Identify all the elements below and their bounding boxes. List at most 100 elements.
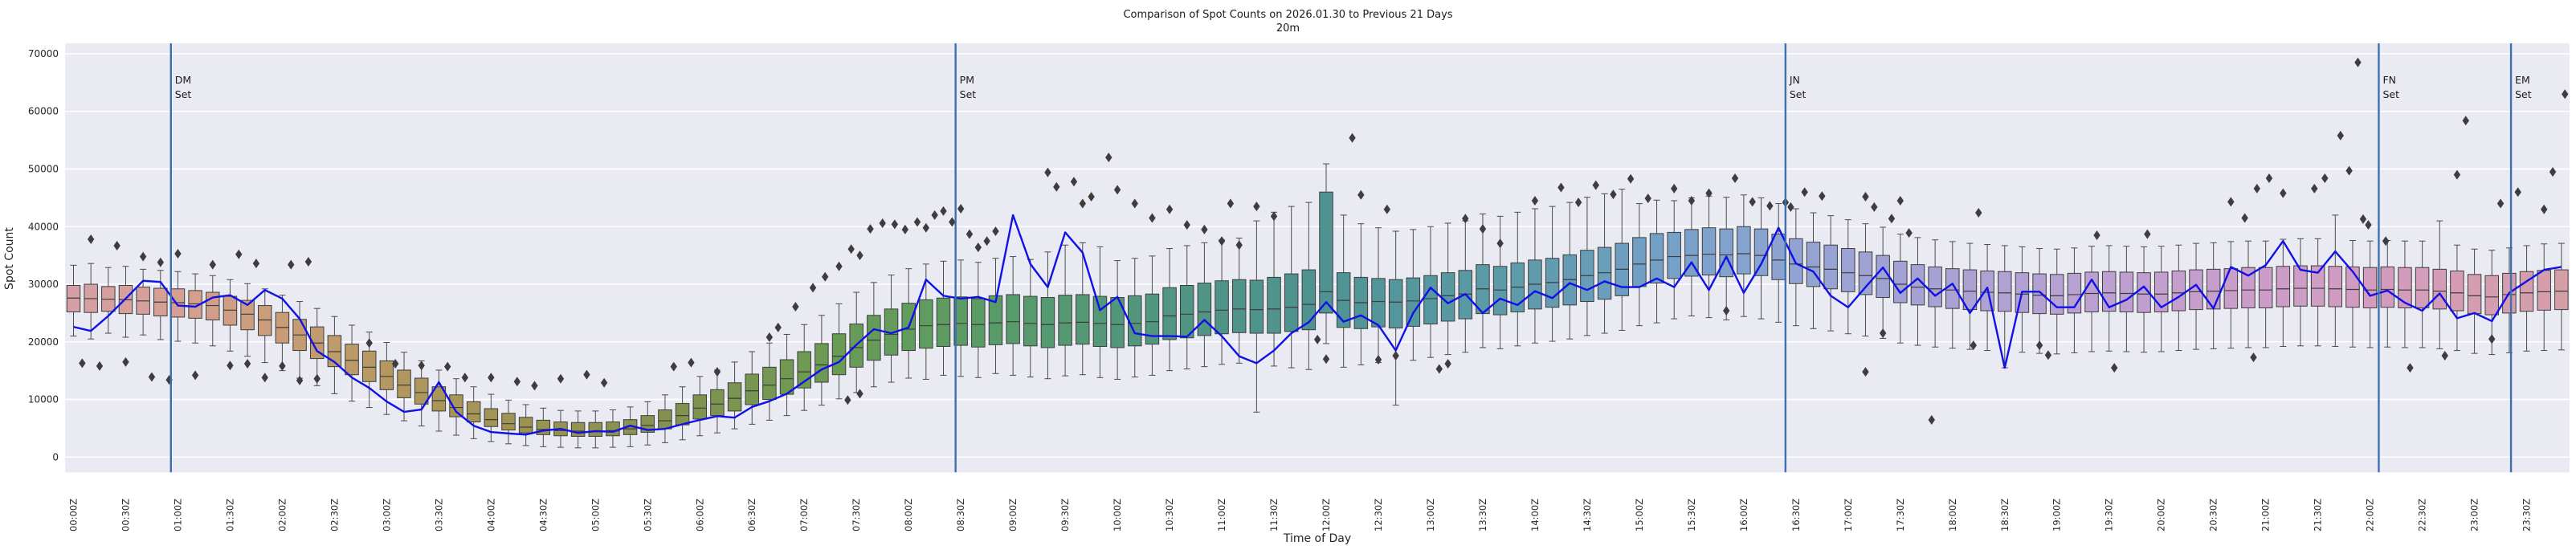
outlier-diamond	[583, 369, 590, 380]
outlier-diamond	[891, 219, 899, 230]
box-whisker	[640, 401, 655, 446]
box-whisker	[292, 301, 307, 379]
outlier-diamond	[2337, 130, 2344, 141]
outlier-diamond	[765, 332, 774, 343]
box-whisker	[884, 275, 899, 383]
outlier-diamond	[879, 218, 886, 228]
event-line-label: EM Set	[2515, 74, 2532, 100]
box-whisker	[309, 308, 325, 386]
x-tick-label: 06:00Z	[694, 499, 705, 532]
outlier-diamond	[1731, 173, 1739, 183]
box-whisker	[518, 404, 533, 446]
chart-title: Comparison of Spot Counts on 2026.01.30 …	[1123, 9, 1453, 21]
box-whisker	[84, 263, 98, 340]
outlier-diamond	[2382, 236, 2390, 246]
outlier-diamond	[1896, 195, 1904, 206]
outlier-diamond	[148, 372, 156, 382]
box-whisker	[2415, 240, 2430, 348]
outlier-diamond	[1723, 306, 1730, 316]
box-whisker	[66, 264, 81, 337]
box-whisker	[1649, 199, 1664, 324]
box-whisker	[1301, 202, 1317, 370]
outlier-diamond	[1862, 367, 1869, 377]
outlier-diamond	[1105, 153, 1112, 163]
outlier-diamond	[488, 373, 495, 383]
box-whisker	[1110, 260, 1125, 380]
box-whisker	[1684, 197, 1699, 316]
x-tick-label: 10:00Z	[1112, 499, 1123, 532]
outlier-diamond	[774, 322, 782, 332]
outlier-diamond	[252, 259, 260, 269]
box-whisker	[779, 333, 794, 417]
x-axis-label: Time of Day	[1283, 532, 1352, 545]
x-tick-label: 16:00Z	[1738, 499, 1749, 532]
box-whisker	[1076, 242, 1090, 376]
outlier-diamond	[1592, 180, 1599, 190]
outlier-diamond	[1975, 208, 1982, 218]
box-whisker	[1040, 251, 1055, 380]
outlier-diamond	[392, 359, 399, 369]
box-whisker	[1562, 202, 1578, 340]
box-whisker	[1998, 245, 2012, 369]
box-whisker	[136, 268, 150, 336]
box-whisker	[2258, 240, 2273, 348]
outlier-diamond	[1201, 224, 1208, 234]
box-whisker	[919, 263, 933, 380]
outlier-diamond	[2253, 183, 2261, 193]
x-tick-label: 11:30Z	[1268, 499, 1280, 532]
x-tick-label: 03:00Z	[381, 499, 392, 532]
box-whisker	[2241, 240, 2256, 348]
box-whisker	[118, 266, 133, 338]
box-whisker	[953, 259, 968, 377]
x-tick-label: 04:00Z	[485, 499, 496, 532]
outlier-diamond	[2549, 167, 2557, 177]
outlier-diamond	[940, 206, 947, 216]
box-whisker	[2293, 238, 2308, 347]
outlier-diamond	[2093, 230, 2100, 241]
x-tick-label: 18:00Z	[1947, 499, 1958, 532]
x-tick-label: 14:00Z	[1529, 499, 1541, 532]
box-whisker	[588, 410, 603, 449]
y-tick-label: 60000	[28, 106, 59, 117]
plot-background	[65, 43, 2570, 473]
box-whisker	[1406, 229, 1421, 361]
x-tick-label: 03:30Z	[433, 499, 444, 532]
box-whisker	[240, 283, 255, 357]
box-whisker	[484, 393, 499, 442]
box-whisker	[1162, 248, 1177, 372]
outlier-diamond	[983, 236, 990, 246]
box-whisker	[1615, 189, 1629, 331]
box-whisker	[1632, 203, 1647, 327]
event-line-label: DM Set	[175, 74, 192, 100]
box-whisker	[1388, 230, 1403, 406]
box-whisker	[1145, 255, 1160, 376]
x-tick-label: 02:30Z	[329, 499, 340, 532]
outlier-diamond	[1574, 198, 1582, 208]
box-whisker	[188, 273, 202, 344]
outlier-diamond	[2035, 340, 2043, 351]
box-whisker	[1701, 195, 1717, 319]
outlier-diamond	[288, 259, 295, 270]
outlier-diamond	[365, 338, 373, 348]
x-tick-label: 07:30Z	[851, 499, 862, 532]
outlier-diamond	[1166, 204, 1174, 214]
box-whisker	[1771, 203, 1786, 323]
box-whisker	[379, 341, 394, 415]
chart-subtitle: 20m	[1276, 22, 1300, 35]
x-tick-label: 13:30Z	[1477, 499, 1488, 532]
x-tick-label: 21:30Z	[2313, 499, 2324, 532]
event-line-label: JN Set	[1789, 74, 1806, 100]
box-whisker	[1267, 211, 1281, 367]
outlier-diamond	[1227, 198, 1235, 209]
outlier-diamond	[1357, 189, 1365, 200]
outlier-diamond	[856, 389, 863, 399]
outlier-diamond	[296, 375, 304, 385]
outlier-diamond	[1871, 202, 1878, 212]
box-whisker	[2380, 239, 2395, 348]
box-whisker	[431, 369, 447, 432]
box-whisker	[2310, 238, 2325, 347]
outlier-diamond	[1531, 195, 1539, 206]
outlier-diamond	[1688, 195, 1696, 206]
event-line-label: PM Set	[960, 74, 977, 100]
